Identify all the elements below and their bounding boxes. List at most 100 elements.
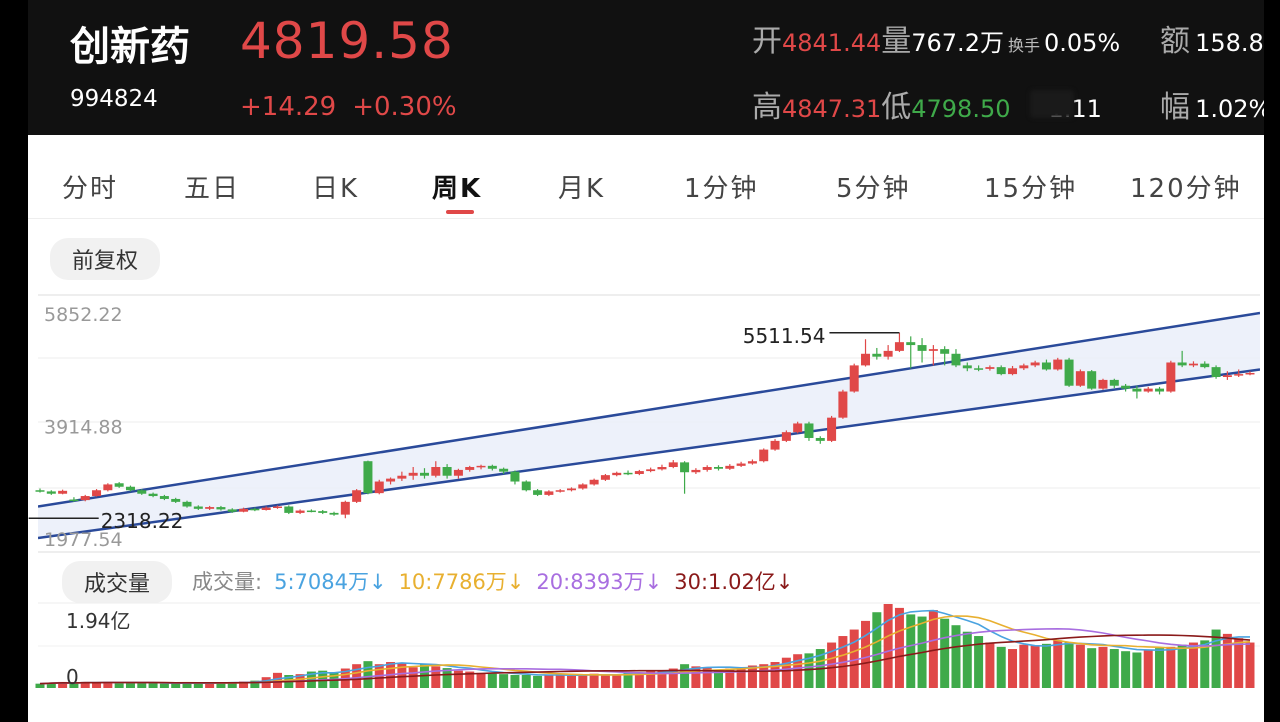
candle bbox=[770, 440, 780, 450]
price-axis-label: 5852.22 bbox=[44, 304, 123, 326]
candle bbox=[736, 463, 746, 466]
candle bbox=[92, 490, 102, 497]
candle bbox=[906, 342, 916, 346]
candle bbox=[555, 490, 565, 492]
volume-bar bbox=[940, 618, 950, 688]
candle bbox=[521, 481, 531, 491]
volume-bar bbox=[962, 631, 972, 688]
candle bbox=[171, 498, 181, 502]
volume-bar bbox=[352, 664, 362, 688]
candle bbox=[1121, 385, 1131, 389]
candle bbox=[578, 484, 588, 489]
volume-bar bbox=[114, 682, 124, 688]
candle bbox=[849, 365, 859, 392]
candle bbox=[1188, 363, 1198, 366]
volume-bar bbox=[137, 683, 147, 688]
candle bbox=[1041, 362, 1051, 370]
low-marker-label: 2318.22 bbox=[101, 509, 184, 533]
candle bbox=[1019, 365, 1029, 369]
volume-bar bbox=[476, 672, 486, 688]
index-code: 994824 bbox=[70, 86, 158, 112]
candle bbox=[634, 471, 644, 474]
candle bbox=[815, 437, 825, 441]
candle bbox=[657, 467, 667, 470]
candle bbox=[861, 353, 871, 366]
volume-bar bbox=[499, 674, 509, 688]
volume-bar bbox=[125, 682, 135, 688]
candle bbox=[374, 481, 384, 494]
tab-daily-k[interactable]: 日K bbox=[312, 174, 360, 204]
candle bbox=[182, 501, 192, 507]
volume-bar bbox=[510, 675, 520, 688]
kline-chart[interactable]: 5511.54 2318.22 5852.22 3914.88 1977.54 1.94亿… bbox=[28, 0, 1264, 722]
tab-1min[interactable]: 1分钟 bbox=[684, 174, 759, 204]
amplitude-stat: 幅 1.02% bbox=[1160, 90, 1264, 125]
volume-bar bbox=[103, 681, 113, 688]
candle bbox=[295, 510, 305, 513]
candle bbox=[250, 508, 260, 511]
volume-bar bbox=[1166, 646, 1176, 688]
volume-ma-lines bbox=[39, 609, 1251, 685]
volume-bar bbox=[544, 675, 554, 688]
tab-monthly-k[interactable]: 月K bbox=[558, 174, 606, 204]
ma30-line bbox=[39, 634, 1251, 685]
volume-bar bbox=[533, 675, 543, 688]
volume-bar bbox=[80, 681, 90, 688]
volume-bar bbox=[193, 682, 203, 688]
candle bbox=[1211, 367, 1221, 378]
volume-bar bbox=[1211, 629, 1221, 688]
candle bbox=[533, 490, 543, 495]
candle bbox=[125, 486, 135, 491]
candle bbox=[1143, 388, 1153, 392]
candle bbox=[623, 472, 633, 475]
candle bbox=[668, 462, 678, 468]
volume-bar bbox=[646, 671, 656, 688]
candle bbox=[284, 506, 294, 513]
candle bbox=[872, 353, 882, 357]
volume-bar bbox=[363, 661, 373, 688]
candle bbox=[827, 417, 837, 441]
high-marker-label: 5511.54 bbox=[743, 324, 826, 348]
candle bbox=[702, 467, 712, 470]
ma30-value: 30:1.02亿↓ bbox=[674, 570, 794, 594]
adjust-button[interactable]: 前复权 bbox=[50, 238, 161, 280]
tab-weekly-k[interactable]: 周K bbox=[432, 174, 483, 204]
volume-bar bbox=[431, 666, 441, 688]
tab-intraday[interactable]: 分时 bbox=[62, 174, 119, 204]
candle bbox=[962, 365, 972, 369]
volume-bar bbox=[736, 667, 746, 688]
candle bbox=[612, 472, 622, 476]
volume-bar bbox=[906, 614, 916, 688]
volume-bar bbox=[69, 683, 79, 688]
volume-bar bbox=[171, 683, 181, 688]
volume-bar bbox=[566, 675, 576, 688]
tab-120min[interactable]: 120分钟 bbox=[1130, 174, 1242, 204]
volume-stats-prefix: 成交量: bbox=[192, 570, 263, 594]
candle bbox=[46, 491, 56, 494]
candle bbox=[148, 493, 158, 497]
open-stat: 开4841.44量767.2万 换手 0.05% bbox=[752, 24, 1121, 59]
candle bbox=[69, 499, 79, 502]
candle bbox=[419, 472, 429, 476]
price-change: +14.29 +0.30% bbox=[240, 92, 473, 122]
channel-upper-line bbox=[38, 311, 1260, 508]
volume-bar bbox=[182, 682, 192, 688]
volume-bar bbox=[668, 668, 678, 688]
volume-bar bbox=[1234, 638, 1244, 688]
candlestick-series bbox=[35, 332, 1255, 519]
volume-indicator-button[interactable]: 成交量 bbox=[62, 561, 173, 603]
volume-bar bbox=[1121, 651, 1131, 688]
ma20-value: 20:8393万↓ bbox=[536, 570, 663, 594]
volume-bar bbox=[827, 642, 837, 688]
candle bbox=[985, 367, 995, 369]
quote-header: 创新药 994824 4819.58 +14.29 +0.30% 开4841.44… bbox=[28, 0, 1264, 135]
candle bbox=[600, 475, 610, 480]
volume-bar bbox=[1030, 645, 1040, 688]
tab-five-day[interactable]: 五日 bbox=[184, 174, 241, 204]
volume-bar bbox=[92, 682, 102, 688]
candle bbox=[499, 468, 509, 472]
volume-bar bbox=[1245, 642, 1255, 688]
volume-bar bbox=[408, 667, 418, 688]
tab-15min[interactable]: 15分钟 bbox=[984, 174, 1078, 204]
tab-5min[interactable]: 5分钟 bbox=[836, 174, 911, 204]
